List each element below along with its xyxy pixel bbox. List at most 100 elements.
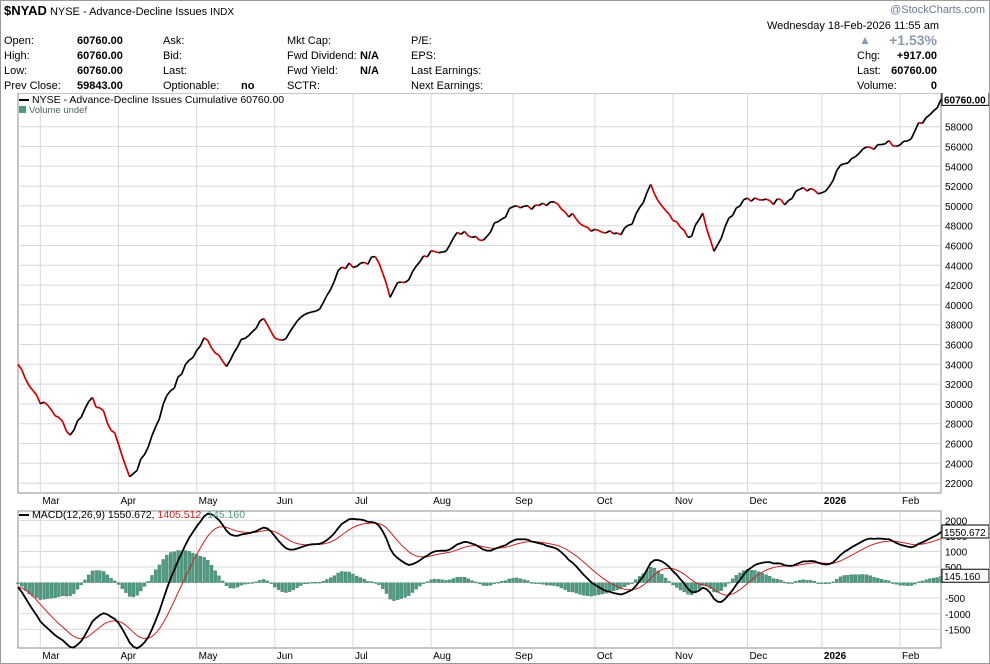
price-segment <box>817 191 823 195</box>
price-segment <box>136 458 142 471</box>
macd-tick-label: -1000 <box>945 610 971 621</box>
price-segment <box>516 204 521 209</box>
macd-histogram-bar <box>589 582 593 597</box>
macd-histogram-bar <box>195 554 199 583</box>
price-segment <box>824 185 831 192</box>
macd-histogram-bar <box>124 582 128 593</box>
price-month-label: Mar <box>42 496 60 507</box>
price-segment <box>914 122 920 132</box>
macd-histogram-bar <box>343 571 348 583</box>
price-segment <box>404 279 410 284</box>
price-segment <box>583 225 588 229</box>
price-segment <box>676 221 682 228</box>
macd-histogram-bar <box>116 582 121 585</box>
macd-histogram-bar <box>496 581 500 584</box>
macd-histogram-bar <box>838 576 843 583</box>
instrument-type: INDX <box>210 7 235 18</box>
macd-histogram-bar <box>448 579 452 583</box>
price-segment <box>762 198 767 201</box>
price-segment <box>278 338 283 342</box>
last-value-tag <box>941 93 989 106</box>
macd-month-label: Sep <box>515 651 533 662</box>
price-segment <box>672 219 678 223</box>
macd-histogram-bar <box>213 570 217 583</box>
price-segment <box>679 226 685 232</box>
macd-histogram-bar <box>336 572 340 583</box>
macd-histogram-bar <box>857 574 861 583</box>
price-segment <box>266 324 272 333</box>
price-legend: NYSE - Advance-Decline Issues Cumulative… <box>19 94 284 107</box>
price-segment <box>739 199 745 207</box>
macd-histogram-bar <box>604 582 608 594</box>
price-segment <box>527 205 533 211</box>
macd-histogram-bar <box>507 578 511 583</box>
macd-histogram-bar <box>563 582 567 590</box>
price-segment <box>635 207 641 215</box>
price-segment <box>780 199 786 206</box>
macd-histogram-bar <box>306 582 310 584</box>
price-segment <box>772 198 778 205</box>
price-segment <box>799 186 804 191</box>
macd-value: 1550.672 <box>107 509 152 521</box>
low-value: 60760.00 <box>77 65 123 77</box>
macd-histogram-bar <box>827 582 831 584</box>
price-tick-label: 40000 <box>945 301 973 312</box>
price-segment <box>806 187 812 192</box>
price-segment <box>765 198 771 202</box>
price-segment <box>463 230 469 237</box>
macd-histogram-bar <box>384 582 389 594</box>
macd-histogram-bar <box>548 582 552 586</box>
price-segment <box>716 237 723 246</box>
last-earnings-label: Last Earnings: <box>411 65 482 77</box>
price-segment <box>586 226 592 232</box>
price-segment <box>631 213 637 225</box>
price-segment <box>162 395 168 405</box>
price-segment <box>713 244 719 252</box>
volume-label: Volume: <box>857 80 897 92</box>
macd-histogram-bar <box>552 582 556 586</box>
price-month-label: Dec <box>749 496 767 507</box>
price-segment <box>687 235 692 239</box>
price-segment <box>222 360 228 367</box>
price-segment <box>553 201 559 205</box>
price-segment <box>929 110 935 116</box>
macd-histogram-bar <box>500 581 504 583</box>
change-value: +917.00 <box>896 50 937 62</box>
macd-histogram-bar <box>139 582 143 592</box>
macd-histogram-bar <box>801 579 805 583</box>
macd-histogram-bar <box>578 582 582 595</box>
macd-histogram-bar <box>101 571 106 583</box>
price-segment <box>296 316 302 322</box>
macd-histogram-bar <box>533 582 537 584</box>
macd-tick-label: 1000 <box>945 547 968 558</box>
price-segment <box>881 142 886 146</box>
macd-histogram-bar <box>224 582 229 586</box>
macd-histogram-bar <box>887 580 891 583</box>
macd-histogram-bar <box>38 582 42 600</box>
macd-histogram-bar <box>31 582 35 597</box>
macd-histogram-bar <box>485 582 489 586</box>
price-segment <box>468 235 473 239</box>
price-segment <box>471 235 476 239</box>
price-segment <box>579 222 585 227</box>
price-segment <box>936 99 942 109</box>
price-segment <box>356 262 361 268</box>
macd-histogram-bar <box>656 570 660 583</box>
macd-histogram-bar <box>228 582 232 589</box>
macd-histogram-bar <box>176 550 180 583</box>
price-segment <box>590 228 596 232</box>
macd-histogram-bar <box>894 582 898 585</box>
price-segment <box>199 337 205 347</box>
price-segment <box>381 272 388 285</box>
macd-histogram-bar <box>217 575 221 583</box>
macd-histogram-bar <box>928 578 932 583</box>
macd-histogram-bar <box>180 550 184 583</box>
price-segment <box>151 426 157 436</box>
price-segment <box>840 163 845 166</box>
macd-histogram-bar <box>98 570 102 583</box>
macd-histogram-bar <box>429 579 433 583</box>
price-segment <box>225 360 231 367</box>
price-segment <box>661 205 667 212</box>
macd-histogram-bar <box>537 582 541 584</box>
